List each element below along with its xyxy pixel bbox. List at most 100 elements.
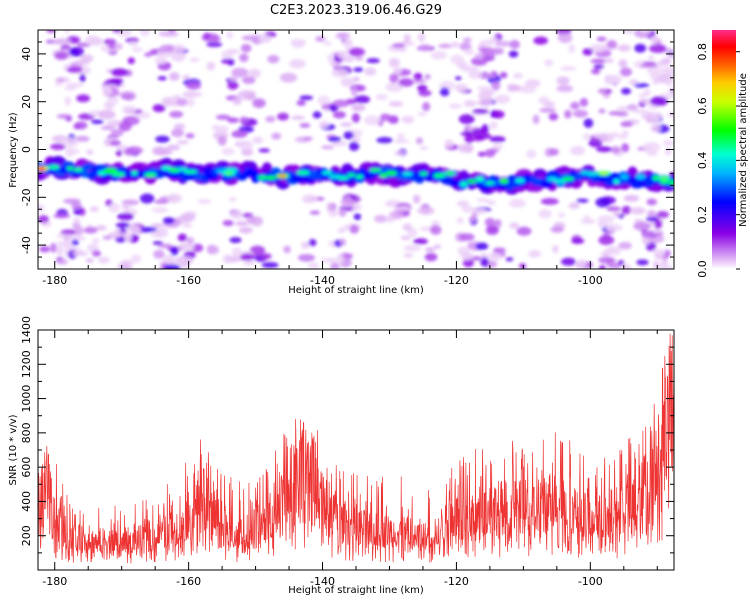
noise-blob bbox=[336, 32, 348, 38]
noise-blob bbox=[595, 197, 611, 208]
noise-blob bbox=[91, 119, 104, 125]
noise-blob bbox=[618, 241, 632, 250]
noise-blob bbox=[593, 133, 602, 138]
noise-blob bbox=[189, 57, 200, 63]
noise-blob bbox=[450, 54, 464, 65]
noise-blob bbox=[241, 35, 260, 41]
noise-blob bbox=[598, 256, 616, 264]
colorbar: 0.0 0.2 0.4 0.6 0.8 Normalized spectral ampl… bbox=[696, 30, 749, 278]
noise-blob bbox=[337, 51, 348, 59]
noise-blob bbox=[485, 225, 499, 235]
noise-blob bbox=[550, 226, 564, 233]
noise-blob bbox=[364, 67, 377, 76]
noise-blob bbox=[556, 84, 574, 93]
band-patch bbox=[144, 172, 157, 178]
noise-blob bbox=[267, 54, 280, 64]
noise-blob bbox=[622, 130, 630, 135]
noise-blob bbox=[667, 112, 674, 118]
noise-blob bbox=[209, 36, 221, 43]
noise-blob bbox=[151, 207, 169, 213]
noise-blob bbox=[71, 202, 83, 210]
noise-blob bbox=[97, 109, 116, 120]
spectrogram-y-ticks: -40 -20 0 20 40 bbox=[20, 29, 674, 270]
noise-blob bbox=[455, 83, 468, 93]
noise-blob bbox=[591, 68, 601, 75]
noise-blob bbox=[385, 82, 404, 92]
noise-blob bbox=[128, 41, 138, 47]
noise-blob bbox=[623, 194, 640, 202]
peak-inner bbox=[659, 176, 668, 180]
colorbar-ticks: 0.0 0.2 0.4 0.6 0.8 bbox=[696, 43, 740, 278]
noise-blob bbox=[456, 200, 470, 208]
noise-blob bbox=[650, 71, 658, 81]
colorbar-tick-label: 0.4 bbox=[696, 152, 709, 170]
noise-blob bbox=[457, 217, 464, 224]
noise-blob bbox=[459, 233, 475, 242]
noise-blob bbox=[176, 98, 188, 107]
noise-blob bbox=[598, 108, 606, 114]
noise-blob bbox=[481, 123, 490, 134]
spectrogram-blobs bbox=[38, 30, 674, 269]
noise-blob bbox=[589, 44, 606, 53]
noise-blob bbox=[271, 132, 282, 140]
noise-blob bbox=[655, 61, 670, 66]
noise-blob bbox=[127, 57, 135, 65]
noise-blob bbox=[582, 48, 594, 56]
noise-blob bbox=[403, 244, 422, 252]
noise-blob bbox=[484, 148, 496, 158]
band-patch bbox=[66, 166, 74, 171]
noise-blob bbox=[173, 123, 186, 130]
noise-blob bbox=[340, 77, 355, 88]
noise-blob bbox=[123, 148, 138, 156]
noise-blob bbox=[258, 148, 271, 153]
noise-blob bbox=[176, 139, 189, 145]
band-patch bbox=[296, 170, 310, 176]
noise-blob bbox=[332, 111, 346, 119]
noise-blob bbox=[424, 252, 438, 262]
noise-blob bbox=[238, 227, 253, 234]
noise-blob bbox=[193, 91, 203, 97]
noise-blob bbox=[403, 33, 411, 44]
noise-blob bbox=[169, 110, 184, 118]
noise-blob bbox=[413, 238, 428, 245]
band-patch bbox=[73, 167, 83, 172]
noise-blob bbox=[331, 141, 348, 147]
noise-blob bbox=[302, 136, 313, 141]
noise-blob bbox=[50, 143, 66, 151]
noise-blob bbox=[279, 72, 298, 83]
noise-blob bbox=[339, 238, 347, 246]
noise-blob bbox=[92, 238, 100, 244]
peak-inner bbox=[278, 174, 287, 178]
noise-blob bbox=[476, 198, 490, 203]
noise-blob bbox=[144, 52, 153, 57]
noise-blob bbox=[528, 249, 542, 258]
noise-blob bbox=[464, 134, 474, 144]
noise-blob bbox=[151, 223, 165, 228]
x-tick-label: -160 bbox=[176, 274, 201, 287]
noise-blob bbox=[418, 89, 432, 97]
noise-blob bbox=[80, 54, 94, 63]
noise-blob bbox=[242, 213, 254, 218]
band-patch bbox=[635, 174, 646, 180]
noise-blob bbox=[126, 225, 142, 234]
spectrogram-marks bbox=[38, 30, 674, 269]
noise-blob bbox=[417, 111, 427, 117]
y-tick-label: -20 bbox=[20, 188, 33, 206]
peak-inner bbox=[224, 171, 233, 175]
noise-blob bbox=[393, 139, 410, 144]
noise-blob bbox=[240, 44, 252, 53]
noise-blob bbox=[508, 50, 519, 58]
noise-blob bbox=[102, 86, 113, 96]
noise-blob bbox=[243, 260, 256, 266]
x-tick-label: -140 bbox=[310, 575, 335, 588]
noise-blob bbox=[474, 208, 487, 215]
noise-blob bbox=[150, 230, 169, 238]
noise-blob bbox=[321, 145, 335, 150]
noise-blob bbox=[307, 262, 320, 269]
noise-blob bbox=[494, 94, 511, 104]
band-patch bbox=[369, 168, 382, 173]
noise-blob bbox=[53, 213, 71, 219]
noise-blob bbox=[230, 210, 244, 220]
noise-blob bbox=[656, 211, 669, 219]
noise-blob bbox=[557, 33, 573, 43]
